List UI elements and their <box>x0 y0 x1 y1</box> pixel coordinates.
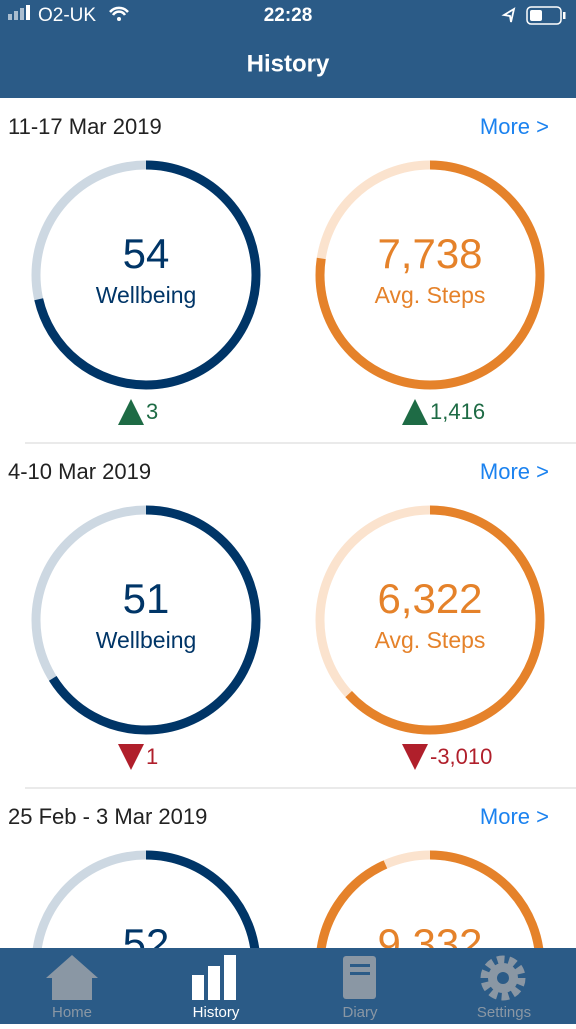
week-card: 4-10 Mar 2019 More > 51 6,322 Wellbeing Avg. … <box>8 442 576 770</box>
ring-progress <box>315 160 545 390</box>
wifi <box>109 6 129 16</box>
week-date: 4-10 Mar 2019 <box>8 459 151 484</box>
steps-average: 6,322 <box>377 575 482 622</box>
home-icon <box>46 955 98 1000</box>
more-link[interactable]: More > <box>480 459 549 484</box>
up-arrow <box>118 399 144 425</box>
week-card: 11-17 Mar 2019 More > 54 7,738 Wellbeing Avg.… <box>8 114 549 425</box>
up-arrow <box>402 399 428 425</box>
page-title: History <box>247 50 330 77</box>
steps-label: Avg. Steps <box>375 627 486 653</box>
steps-average: 7,738 <box>377 230 482 277</box>
ring-progress <box>315 505 545 735</box>
week-card: 25 Feb - 3 Mar 2019 More > 52 9,332 <box>8 787 576 967</box>
wellbeing-score: 54 <box>123 230 170 277</box>
change-value: 3 <box>146 399 158 424</box>
diary-icon <box>343 956 376 999</box>
carrier: O2-UK <box>38 5 96 26</box>
ring-progress <box>31 505 261 735</box>
ring-progress <box>315 850 545 948</box>
change-value: 1,416 <box>430 399 485 424</box>
location-icon <box>501 7 516 23</box>
history-icon <box>192 955 236 1000</box>
signal <box>8 5 30 20</box>
down-arrow <box>118 744 144 770</box>
wellbeing-score: 51 <box>123 575 170 622</box>
tab-label[interactable]: Home <box>52 1004 92 1021</box>
ring-progress <box>31 160 261 390</box>
week-date: 11-17 Mar 2019 <box>8 114 162 139</box>
wifi-dot <box>117 17 121 21</box>
week-date: 25 Feb - 3 Mar 2019 <box>8 804 207 829</box>
steps-label: Avg. Steps <box>375 282 486 308</box>
battery-level <box>530 10 542 21</box>
steps-average: 9,332 <box>377 920 482 967</box>
tab-label[interactable]: Diary <box>342 1004 378 1021</box>
history-list: 11-17 Mar 2019 More > 54 7,738 Wellbeing Avg.… <box>8 114 576 967</box>
ring-progress <box>31 850 261 948</box>
more-link[interactable]: More > <box>480 114 549 139</box>
battery <box>526 6 562 25</box>
down-arrow <box>402 744 428 770</box>
tab-label[interactable]: History <box>193 1004 240 1021</box>
settings-icon <box>480 955 526 1001</box>
wellbeing-label: Wellbeing <box>96 627 197 653</box>
tab-label[interactable]: Settings <box>477 1004 531 1021</box>
header-bg <box>0 0 576 98</box>
tab-bar <box>0 948 576 1024</box>
change-value: -3,010 <box>430 744 492 769</box>
change-value: 1 <box>146 744 158 769</box>
battery-tip <box>563 12 566 19</box>
more-link[interactable]: More > <box>480 804 549 829</box>
wellbeing-score: 52 <box>123 920 170 967</box>
clock: 22:28 <box>264 5 313 26</box>
wellbeing-label: Wellbeing <box>96 282 197 308</box>
